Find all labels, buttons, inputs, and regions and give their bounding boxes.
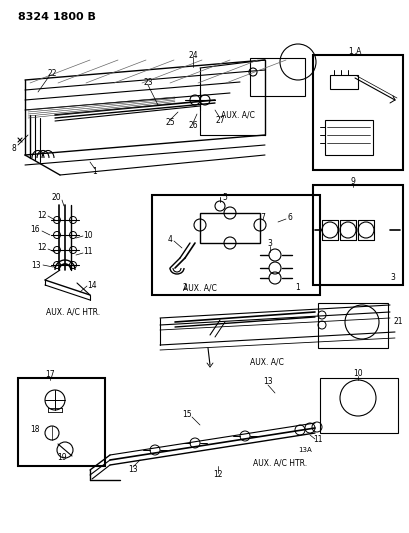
Text: 8324 1800 B: 8324 1800 B [18,12,96,22]
Text: 1 A: 1 A [348,46,360,55]
Text: 13: 13 [128,465,137,474]
Text: AUX. A/C: AUX. A/C [182,284,216,293]
Text: 6: 6 [287,214,292,222]
Bar [329,75,357,89]
Text: 18: 18 [30,425,40,434]
Bar [200,213,259,243]
Bar [312,185,402,285]
Bar [312,55,402,170]
Text: 12: 12 [213,471,222,480]
Text: 3: 3 [267,238,272,247]
Text: 10: 10 [83,230,92,239]
Text: 11: 11 [312,435,322,445]
Text: 13: 13 [31,261,41,270]
Text: 16: 16 [30,225,40,235]
Text: 25: 25 [165,117,174,126]
Bar [249,58,304,96]
Text: 14: 14 [87,280,97,289]
Text: 24: 24 [188,51,197,60]
Text: 1: 1 [92,167,97,176]
Text: 20: 20 [51,193,61,203]
Text: 13A: 13A [297,447,311,453]
Text: 19: 19 [57,454,67,463]
Text: 26: 26 [188,120,197,130]
Text: AUX. A/C HTR.: AUX. A/C HTR. [46,308,100,317]
Bar [324,120,372,155]
Bar [18,378,105,466]
Text: 13: 13 [263,377,272,386]
Text: 23: 23 [143,77,153,86]
Bar [152,195,319,295]
Text: 17: 17 [45,370,55,379]
Bar [319,378,397,433]
Bar [317,303,387,348]
Text: 3: 3 [390,273,394,282]
Text: 10: 10 [352,369,362,378]
Text: 9: 9 [350,177,355,187]
Text: 8: 8 [11,143,16,152]
Text: 22: 22 [47,69,56,77]
Text: 5: 5 [222,192,227,201]
Text: 27: 27 [215,116,224,125]
Text: 21: 21 [392,318,402,327]
Text: 11: 11 [83,247,92,256]
Text: 12: 12 [37,244,47,253]
Text: AUX. A/C: AUX. A/C [220,110,254,119]
Text: 4: 4 [167,236,172,245]
Text: 7: 7 [260,214,265,222]
Text: AUX. A/C HTR.: AUX. A/C HTR. [252,458,306,467]
Text: 2: 2 [182,282,187,292]
Text: 1: 1 [295,282,300,292]
Text: AUX. A/C: AUX. A/C [249,358,283,367]
Text: 15: 15 [182,410,191,419]
Text: 12: 12 [37,211,47,220]
